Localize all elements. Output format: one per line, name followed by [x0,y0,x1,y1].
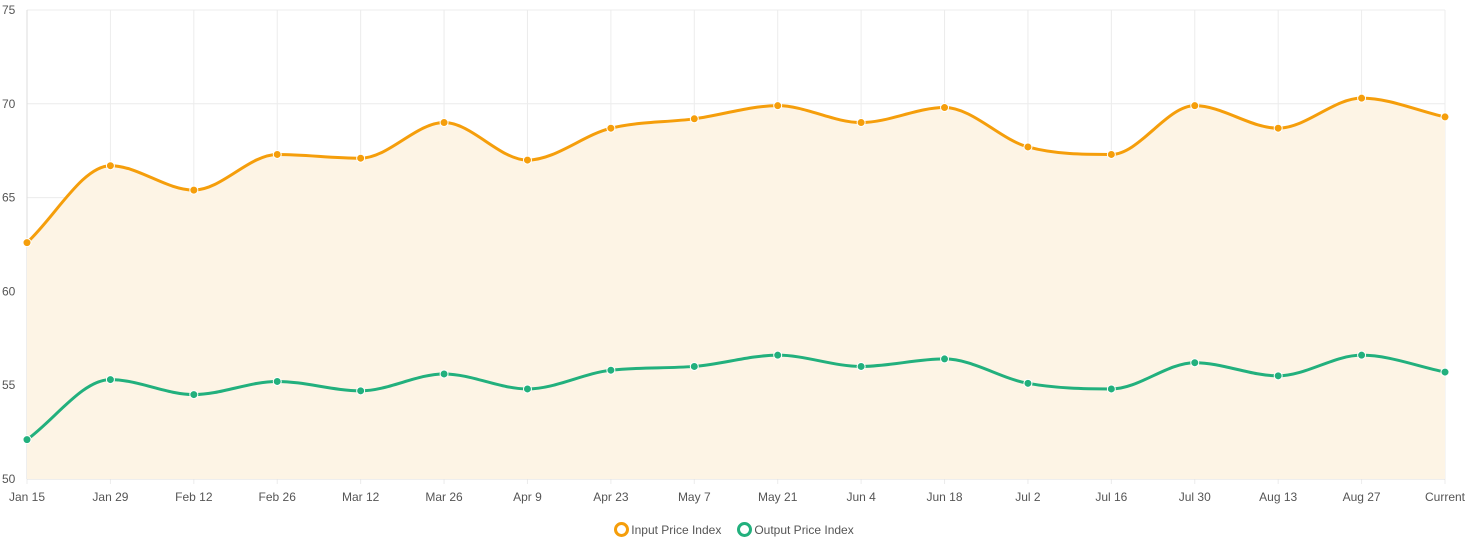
series-area-0 [27,98,1445,479]
y-tick-label: 50 [2,472,16,486]
x-tick-label: Feb 26 [259,490,297,504]
data-point[interactable] [439,118,449,128]
data-point[interactable] [356,153,366,163]
data-point[interactable] [1190,358,1200,368]
x-tick-label: Aug 13 [1259,490,1297,504]
legend: Input Price Index Output Price Index [0,522,1468,537]
data-point[interactable] [773,101,783,111]
data-point[interactable] [356,386,366,396]
x-tick-label: May 21 [758,490,798,504]
data-point[interactable] [1357,350,1367,360]
data-point[interactable] [1440,367,1450,377]
data-point[interactable] [22,238,32,248]
x-tick-label: Current [1425,490,1466,504]
x-tick-label: Apr 9 [513,490,542,504]
data-point[interactable] [189,185,199,195]
x-axis-ticks: Jan 15 Jan 29 Feb 12 Feb 26 Mar 12 Mar 26 Apr … [9,490,1466,504]
data-point[interactable] [856,118,866,128]
x-tick-label: May 7 [678,490,711,504]
x-tick-label: Jul 30 [1179,490,1211,504]
x-tick-label: Jul 2 [1015,490,1041,504]
data-point[interactable] [1106,384,1116,394]
x-tick-label: Jun 18 [927,490,963,504]
data-point[interactable] [105,375,115,385]
point-layer [22,93,1450,445]
legend-swatch-output [737,522,753,537]
data-point[interactable] [856,361,866,371]
data-point[interactable] [522,384,532,394]
x-tick-label: Mar 26 [425,490,463,504]
data-point[interactable] [1023,142,1033,152]
x-tick-label: Feb 12 [175,490,213,504]
y-tick-label: 60 [2,284,16,298]
data-point[interactable] [1440,112,1450,122]
y-axis-ticks: 50 55 60 65 70 75 [2,3,16,486]
legend-label-output: Output Price Index [754,522,854,537]
legend-swatch-input [614,522,630,537]
data-point[interactable] [1273,123,1283,133]
y-tick-label: 75 [2,3,16,17]
data-point[interactable] [272,149,282,159]
data-point[interactable] [689,114,699,124]
area-layer [27,98,1445,479]
data-point[interactable] [940,103,950,113]
legend-item-input-price-index[interactable]: Input Price Index [614,522,721,537]
data-point[interactable] [522,155,532,165]
data-point[interactable] [105,161,115,171]
data-point[interactable] [689,361,699,371]
data-point[interactable] [1357,93,1367,103]
y-tick-label: 55 [2,378,16,392]
data-point[interactable] [1273,371,1283,381]
data-point[interactable] [272,376,282,386]
legend-item-output-price-index[interactable]: Output Price Index [737,522,854,537]
x-tick-label: Apr 23 [593,490,629,504]
data-point[interactable] [1023,378,1033,388]
data-point[interactable] [606,123,616,133]
x-tick-label: Jul 16 [1095,490,1127,504]
data-point[interactable] [940,354,950,364]
x-tick-label: Jan 29 [92,490,128,504]
data-point[interactable] [606,365,616,375]
data-point[interactable] [1190,101,1200,111]
data-point[interactable] [439,369,449,379]
data-point[interactable] [189,390,199,400]
x-tick-label: Jan 15 [9,490,45,504]
series-line-1 [26,353,1446,441]
legend-label-input: Input Price Index [631,522,722,537]
data-point[interactable] [773,350,783,360]
x-tick-label: Aug 27 [1343,490,1381,504]
data-point[interactable] [22,435,32,445]
x-tick-label: Jun 4 [846,490,876,504]
x-tick-label: Mar 12 [342,490,380,504]
data-point[interactable] [1106,149,1116,159]
y-tick-label: 65 [2,191,16,205]
y-tick-label: 70 [2,97,16,111]
